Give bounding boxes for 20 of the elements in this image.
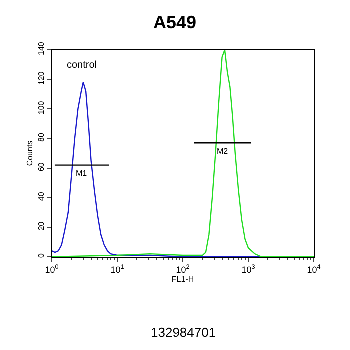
x-axis-title: FL1-H — [172, 274, 194, 284]
annotation: M2 — [217, 147, 229, 156]
y-tick-label: 140 — [36, 42, 46, 56]
y-tick-label: 120 — [36, 71, 46, 86]
chart-title: A549 — [153, 12, 197, 32]
annotation: control — [67, 60, 98, 71]
y-tick-label: 100 — [36, 100, 46, 115]
y-tick-label: 0 — [36, 253, 46, 258]
text: 132984701 — [151, 325, 216, 340]
x-tick-label: 10$^{1}$ — [110, 264, 125, 275]
x-tick-label: 10$^{4}$ — [307, 264, 322, 275]
y-tick-label: 60 — [36, 162, 46, 172]
x-tick-label: 10$^{2}$ — [176, 264, 190, 275]
y-tick-label: 80 — [36, 132, 46, 142]
x-tick-label: 10$^{3}$ — [242, 264, 256, 275]
y-axis-title: Counts — [26, 140, 34, 166]
annotation: M1 — [76, 169, 88, 178]
y-tick-label: 20 — [36, 221, 46, 231]
x-tick-label: 10$^{0}$ — [45, 264, 60, 275]
y-tick-label: 40 — [36, 192, 46, 202]
